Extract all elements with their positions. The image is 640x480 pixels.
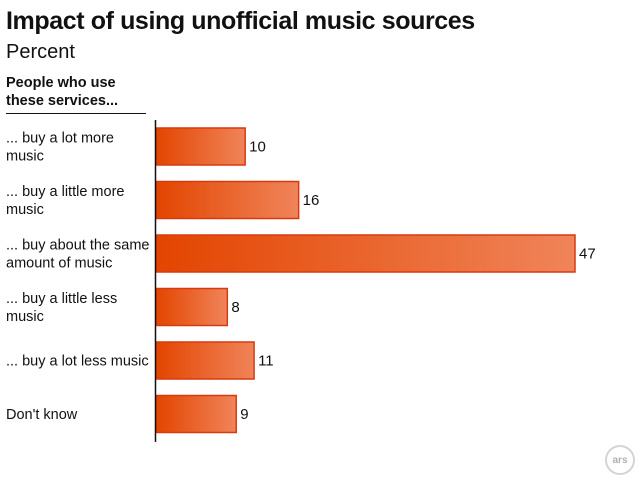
value-label: 9 [240,406,248,423]
bar [155,341,255,380]
ars-logo-icon: ars [605,445,635,475]
chart-title: Impact of using unofficial music sources [6,7,475,35]
category-header: People who use these services... [6,74,146,114]
bar [155,394,237,434]
bar [155,180,300,220]
category-label: ... buy a little less music [6,291,117,325]
bar [155,127,246,166]
value-label: 11 [258,353,274,370]
category-label: ... buy a little more music [6,184,124,218]
bar [155,234,576,273]
value-label: 16 [303,192,320,209]
category-label: Don't know [6,407,78,423]
category-label: ... buy a lot more music [6,131,114,165]
bar [155,287,229,327]
value-label: 10 [249,139,266,156]
chart-subtitle: Percent [6,41,75,63]
category-label: ... buy a lot less music [6,354,149,370]
value-label: 47 [579,246,596,263]
category-label: ... buy about the same amount of music [6,238,149,272]
value-label: 8 [231,299,239,316]
